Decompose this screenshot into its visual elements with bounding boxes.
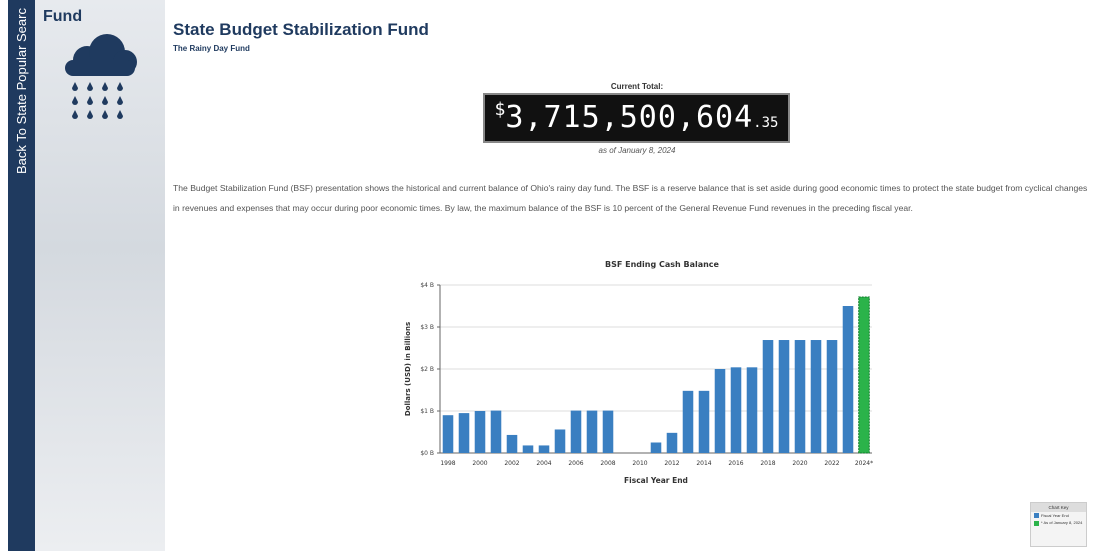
page-subtitle: The Rainy Day Fund — [173, 44, 250, 53]
bar — [571, 411, 582, 453]
current-total-label: Current Total: — [537, 82, 737, 91]
bar — [859, 297, 870, 453]
legend-swatch — [1034, 513, 1039, 518]
current-total-date: as of January 8, 2024 — [537, 146, 737, 155]
chart-title: BSF Ending Cash Balance — [605, 260, 720, 269]
bar — [539, 445, 550, 453]
sidebar-heading: Fund — [43, 8, 82, 26]
x-tick-label: 2008 — [600, 460, 615, 467]
legend-entry: * As of January 8, 2024 — [1031, 519, 1086, 526]
bar — [507, 435, 518, 453]
bar — [555, 429, 566, 453]
bar — [683, 391, 694, 453]
y-tick-label: $1 B — [420, 408, 434, 415]
chart-key-title: Chart Key — [1031, 503, 1086, 512]
description: The Budget Stabilization Fund (BSF) pres… — [173, 178, 1093, 218]
chart: BSF Ending Cash Balance Dollars (USD) in… — [380, 255, 900, 495]
bar — [523, 445, 534, 453]
x-tick-label: 2006 — [568, 460, 583, 467]
legend-entry: Fiscal Year End — [1031, 512, 1086, 519]
x-tick-label: 2014 — [696, 460, 711, 467]
bar — [827, 340, 838, 453]
bar — [491, 411, 502, 453]
legend-label: Fiscal Year End — [1041, 513, 1069, 518]
total-cents: .35 — [753, 115, 778, 131]
bar — [843, 306, 854, 453]
x-tick-label: 2010 — [632, 460, 647, 467]
page-title: State Budget Stabilization Fund — [173, 20, 429, 40]
total-amount: 3,715,500,604 — [505, 100, 753, 135]
x-axis-label: Fiscal Year End — [624, 476, 688, 485]
page: Back To State Popular Searc Fund State B… — [0, 0, 1100, 551]
y-axis-label: Dollars (USD) in Billions — [404, 322, 412, 416]
x-tick-label: 2022 — [824, 460, 839, 467]
y-tick-label: $2 B — [420, 366, 434, 373]
back-link-bar[interactable]: Back To State Popular Searc — [8, 0, 35, 551]
bar — [587, 411, 598, 453]
y-tick-label: $0 B — [420, 450, 434, 457]
x-tick-label: 2002 — [504, 460, 519, 467]
x-tick-label: 2004 — [536, 460, 551, 467]
bar — [731, 367, 742, 453]
bar — [779, 340, 790, 453]
bar — [699, 391, 710, 453]
x-tick-label: 2012 — [664, 460, 679, 467]
bar — [795, 340, 806, 453]
bar — [651, 443, 662, 454]
currency-sign: $ — [495, 99, 506, 120]
x-tick-label: 2020 — [792, 460, 807, 467]
x-tick-label: 1998 — [440, 460, 455, 467]
y-tick-label: $3 B — [420, 324, 434, 331]
rain-cloud-icon — [35, 30, 165, 160]
bar — [715, 369, 726, 453]
x-tick-label: 2024* — [855, 460, 873, 467]
bar — [747, 367, 758, 453]
current-total-counter: $3,715,500,604.35 — [483, 93, 790, 143]
x-tick-label: 2000 — [472, 460, 487, 467]
bar — [459, 413, 470, 453]
back-link[interactable]: Back To State Popular Searc — [14, 8, 29, 174]
bar — [443, 415, 454, 453]
y-tick-label: $4 B — [420, 282, 434, 289]
bar — [763, 340, 774, 453]
bar — [811, 340, 822, 453]
legend-label: * As of January 8, 2024 — [1041, 520, 1082, 525]
legend-swatch — [1034, 521, 1039, 526]
sidebar: Fund — [35, 0, 165, 551]
x-tick-label: 2016 — [728, 460, 743, 467]
x-tick-label: 2018 — [760, 460, 775, 467]
bar — [667, 433, 678, 453]
bar — [475, 411, 486, 453]
bar — [603, 411, 614, 453]
